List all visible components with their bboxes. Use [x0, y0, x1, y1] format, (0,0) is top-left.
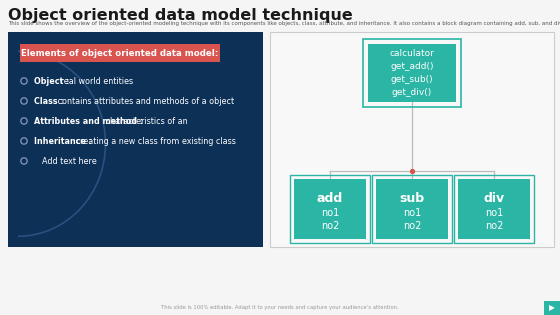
FancyBboxPatch shape: [458, 179, 530, 239]
Text: Object oriented data model technique: Object oriented data model technique: [8, 8, 353, 23]
Text: creating a new class from existing class: creating a new class from existing class: [73, 136, 236, 146]
FancyBboxPatch shape: [368, 44, 456, 102]
Text: no2: no2: [403, 221, 421, 231]
Text: Attributes and method :: Attributes and method :: [34, 117, 143, 125]
FancyBboxPatch shape: [20, 44, 220, 62]
Text: characteristics of an: characteristics of an: [104, 117, 188, 125]
Text: sub: sub: [399, 192, 424, 205]
Text: ▶: ▶: [549, 303, 555, 312]
Text: no2: no2: [321, 221, 339, 231]
Text: no1: no1: [485, 208, 503, 218]
Text: Elements of object oriented data model:: Elements of object oriented data model:: [21, 49, 218, 58]
FancyBboxPatch shape: [294, 179, 366, 239]
Text: no1: no1: [321, 208, 339, 218]
Text: Object :: Object :: [34, 77, 69, 85]
FancyBboxPatch shape: [8, 32, 263, 247]
FancyBboxPatch shape: [544, 301, 560, 315]
FancyBboxPatch shape: [270, 32, 554, 247]
Text: Inheritance :: Inheritance :: [34, 136, 92, 146]
Text: Add text here: Add text here: [42, 157, 97, 165]
Text: div: div: [483, 192, 505, 205]
Text: Class :: Class :: [34, 96, 64, 106]
Text: This slide is 100% editable. Adapt it to your needs and capture your audience’s : This slide is 100% editable. Adapt it to…: [161, 305, 399, 310]
FancyBboxPatch shape: [376, 179, 448, 239]
Text: no2: no2: [485, 221, 503, 231]
Text: This slide shows the overview of the object-oriented modeling technique with its: This slide shows the overview of the obj…: [8, 21, 560, 26]
Text: no1: no1: [403, 208, 421, 218]
Text: real world entities: real world entities: [58, 77, 133, 85]
Text: calculator
get_add()
get_sub()
get_div(): calculator get_add() get_sub() get_div(): [390, 49, 435, 97]
Text: contains attributes and methods of a object: contains attributes and methods of a obj…: [55, 96, 234, 106]
Text: add: add: [317, 192, 343, 205]
